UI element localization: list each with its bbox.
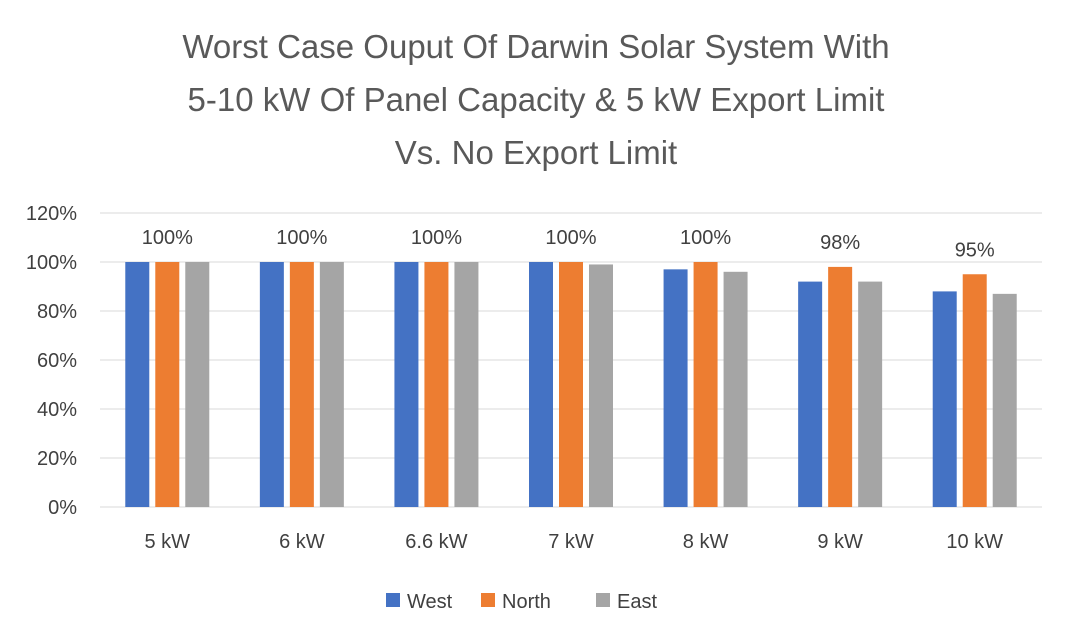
legend-item-west: West — [386, 591, 453, 613]
bar-north-10-kw — [962, 274, 987, 507]
chart-title-line-2: 5-10 kW Of Panel Capacity & 5 kW Export … — [188, 81, 885, 118]
bar-east-9-kw — [858, 281, 883, 507]
data-label-10-kw: 95% — [955, 239, 995, 261]
chart-title-line-3: Vs. No Export Limit — [395, 134, 677, 171]
legend-label-west: West — [407, 591, 453, 613]
x-tick-label-6-kw: 6 kW — [279, 531, 325, 553]
bar-north-9-kw — [828, 266, 853, 507]
x-tick-label-10-kw: 10 kW — [946, 531, 1003, 553]
data-label-9-kw: 98% — [820, 232, 860, 254]
data-label-8-kw: 100% — [680, 227, 731, 249]
bar-east-6-kw — [319, 262, 344, 507]
y-axis: 0% 20% 40% 60% 80% 100% 120% — [26, 203, 77, 519]
bar-west-10-kw — [932, 291, 957, 507]
legend-label-east: East — [617, 591, 657, 613]
y-tick-label: 80% — [37, 301, 77, 323]
bar-north-6-6-kw — [424, 262, 449, 507]
legend-swatch-east — [596, 593, 610, 607]
data-label-6-kw: 100% — [276, 227, 327, 249]
bar-north-5-kw — [155, 262, 180, 507]
bar-west-9-kw — [798, 281, 823, 507]
x-tick-label-5-kw: 5 kW — [145, 531, 191, 553]
legend-swatch-west — [386, 593, 400, 607]
bar-north-6-kw — [289, 262, 314, 507]
data-label-6-6-kw: 100% — [411, 227, 462, 249]
chart-title: Worst Case Ouput Of Darwin Solar System … — [182, 28, 889, 171]
y-tick-label: 0% — [48, 497, 77, 519]
y-tick-label: 60% — [37, 350, 77, 372]
bar-west-6-kw — [259, 262, 284, 507]
chart-title-line-1: Worst Case Ouput Of Darwin Solar System … — [182, 28, 889, 65]
y-tick-label: 40% — [37, 399, 77, 421]
bar-east-6-6-kw — [454, 262, 479, 507]
bar-west-6-6-kw — [394, 262, 419, 507]
data-label-7-kw: 100% — [545, 227, 596, 249]
y-tick-label: 120% — [26, 203, 77, 225]
bar-west-5-kw — [125, 262, 150, 507]
legend-label-north: North — [502, 591, 551, 613]
y-tick-label: 20% — [37, 448, 77, 470]
bar-west-8-kw — [663, 269, 688, 507]
legend: West North East — [386, 591, 657, 613]
legend-item-east: East — [596, 591, 657, 613]
x-tick-label-7-kw: 7 kW — [548, 531, 594, 553]
bar-north-8-kw — [693, 262, 718, 507]
x-tick-label-9-kw: 9 kW — [817, 531, 863, 553]
bar-north-7-kw — [559, 262, 583, 507]
bar-east-5-kw — [185, 262, 210, 507]
x-tick-label-8-kw: 8 kW — [683, 531, 729, 553]
bars — [125, 262, 1017, 507]
bar-west-7-kw — [529, 262, 553, 507]
legend-swatch-north — [481, 593, 495, 607]
bar-east-10-kw — [992, 293, 1017, 507]
x-axis: 5 kW 6 kW 6.6 kW 7 kW 8 kW 9 kW 10 kW — [145, 531, 1004, 553]
x-tick-label-6-6-kw: 6.6 kW — [405, 531, 467, 553]
bar-east-7-kw — [589, 264, 613, 507]
bar-east-8-kw — [723, 271, 748, 507]
data-label-5-kw: 100% — [142, 227, 193, 249]
legend-item-north: North — [481, 591, 551, 613]
data-labels: 100% 100% 100% 100% 100% 98% 95% — [142, 227, 995, 261]
y-tick-label: 100% — [26, 252, 77, 274]
